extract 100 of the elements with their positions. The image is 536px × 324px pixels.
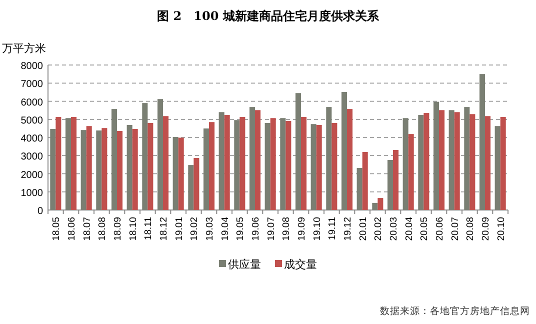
bar	[218, 112, 224, 210]
bar	[102, 128, 108, 210]
bar	[332, 123, 338, 210]
y-tick-label: 5000	[20, 115, 44, 126]
y-tick-label: 1000	[20, 188, 44, 199]
bar	[448, 110, 454, 210]
bar	[224, 115, 230, 210]
y-tick-label: 8000	[20, 61, 44, 72]
bar	[203, 128, 209, 210]
bar	[479, 74, 485, 210]
bar	[341, 92, 347, 210]
bar	[356, 168, 362, 210]
x-tick-label: 20.05	[419, 217, 430, 241]
bar	[402, 118, 408, 210]
bar	[316, 124, 322, 210]
x-tick-label: 20.04	[404, 217, 415, 241]
x-tick-label: 19.12	[342, 217, 354, 241]
bar	[142, 103, 148, 210]
bar	[111, 109, 117, 210]
x-tick-label: 19.11	[327, 217, 338, 240]
x-tick-label: 18.10	[128, 217, 139, 241]
bar	[71, 117, 77, 210]
bar	[178, 138, 184, 210]
bar	[494, 126, 500, 210]
bar	[163, 116, 169, 210]
legend-label: 成交量	[284, 258, 317, 271]
bar	[393, 150, 399, 210]
bar	[485, 116, 491, 210]
y-tick-label: 7000	[20, 79, 44, 90]
bar	[50, 128, 56, 210]
bar	[65, 118, 71, 210]
x-tick-label: 18.07	[82, 217, 93, 241]
bar	[295, 93, 301, 210]
bar	[433, 102, 439, 210]
bar	[347, 109, 353, 210]
x-tick-label: 18.12	[158, 217, 170, 241]
bar	[240, 117, 246, 210]
x-tick-label: 19.08	[281, 217, 292, 241]
x-tick-label: 18.09	[112, 217, 124, 241]
y-axis-title: 万平方米	[2, 42, 46, 55]
x-tick-label: 18.08	[97, 217, 108, 241]
bar	[286, 121, 292, 210]
x-tick-label: 19.03	[204, 217, 216, 241]
bar	[194, 158, 200, 210]
x-tick-label: 18.11	[143, 217, 154, 240]
x-tick-label: 19.10	[312, 217, 323, 241]
y-tick-label: 3000	[20, 152, 44, 163]
bar	[439, 110, 445, 210]
x-tick-label: 18.06	[66, 217, 78, 241]
bar	[418, 115, 424, 210]
bar	[86, 126, 92, 210]
y-tick-label: 2000	[20, 170, 44, 181]
bar	[126, 124, 132, 210]
bar	[270, 118, 276, 210]
bar	[372, 202, 378, 210]
x-tick-label: 19.06	[250, 217, 262, 241]
bar	[132, 128, 138, 210]
bar	[326, 107, 332, 210]
bar	[387, 160, 393, 210]
bar	[157, 99, 163, 210]
x-tick-label: 20.10	[496, 217, 507, 241]
bar	[280, 118, 286, 210]
x-tick-label: 20.07	[450, 217, 461, 241]
bar	[454, 112, 460, 210]
x-tick-label: 19.04	[220, 217, 231, 241]
bar	[264, 123, 270, 210]
bar	[209, 122, 215, 210]
bar	[470, 114, 476, 210]
bar	[56, 117, 62, 210]
bar	[310, 124, 316, 210]
x-tick-label: 19.01	[174, 217, 185, 241]
x-tick-label: 19.05	[235, 217, 246, 241]
y-tick-label: 6000	[20, 97, 44, 108]
bar	[301, 117, 307, 210]
bar	[172, 136, 178, 210]
chart-title: 图 2 100 城新建商品住宅月度供求关系	[157, 9, 380, 23]
bar	[148, 123, 154, 210]
source-note: 数据来源：各地官方房地产信息网	[380, 305, 530, 317]
bar	[464, 107, 470, 210]
bar	[362, 152, 368, 210]
x-tick-label: 19.09	[296, 217, 308, 241]
x-tick-label: 20.06	[434, 217, 446, 241]
bar	[500, 117, 506, 210]
bar	[424, 113, 430, 210]
bar	[249, 107, 255, 210]
x-tick-label: 20.01	[358, 217, 369, 241]
bar	[378, 198, 384, 210]
x-tick-label: 19.07	[266, 217, 277, 241]
bar	[408, 134, 414, 210]
bar	[96, 130, 102, 210]
bar	[234, 120, 240, 210]
y-tick-label: 4000	[20, 134, 44, 144]
x-tick-label: 18.05	[51, 217, 62, 241]
legend-label: 供应量	[228, 258, 261, 271]
bar	[117, 130, 123, 210]
bar	[255, 110, 261, 210]
x-tick-label: 20.08	[465, 217, 476, 241]
y-tick-label: 0	[37, 206, 44, 217]
bar	[80, 130, 86, 210]
x-tick-label: 20.09	[480, 217, 492, 241]
